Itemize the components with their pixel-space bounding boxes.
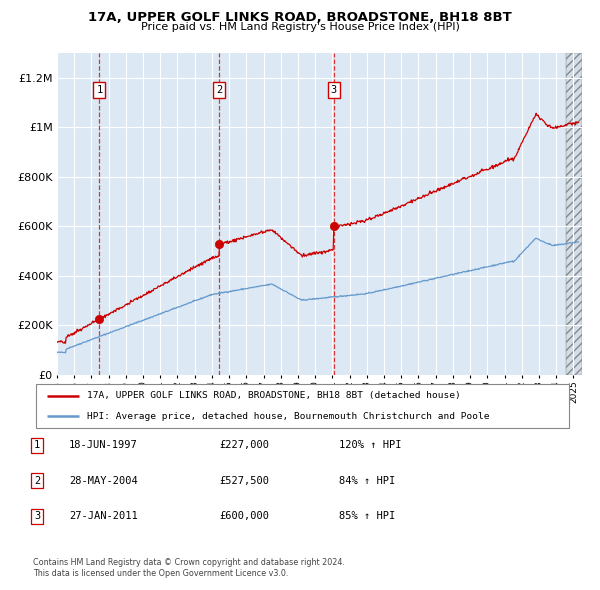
- Text: 27-JAN-2011: 27-JAN-2011: [69, 512, 138, 521]
- Text: 3: 3: [331, 85, 337, 95]
- Text: 84% ↑ HPI: 84% ↑ HPI: [339, 476, 395, 486]
- Text: £227,000: £227,000: [219, 441, 269, 450]
- Text: 17A, UPPER GOLF LINKS ROAD, BROADSTONE, BH18 8BT (detached house): 17A, UPPER GOLF LINKS ROAD, BROADSTONE, …: [87, 391, 461, 400]
- Text: Price paid vs. HM Land Registry's House Price Index (HPI): Price paid vs. HM Land Registry's House …: [140, 22, 460, 32]
- Text: 85% ↑ HPI: 85% ↑ HPI: [339, 512, 395, 521]
- Text: This data is licensed under the Open Government Licence v3.0.: This data is licensed under the Open Gov…: [33, 569, 289, 578]
- Text: 2: 2: [216, 85, 222, 95]
- Text: 2: 2: [34, 476, 40, 486]
- Text: £527,500: £527,500: [219, 476, 269, 486]
- Text: Contains HM Land Registry data © Crown copyright and database right 2024.: Contains HM Land Registry data © Crown c…: [33, 558, 345, 566]
- FancyBboxPatch shape: [36, 384, 569, 428]
- Text: £600,000: £600,000: [219, 512, 269, 521]
- Text: 28-MAY-2004: 28-MAY-2004: [69, 476, 138, 486]
- Text: 3: 3: [34, 512, 40, 521]
- Text: 17A, UPPER GOLF LINKS ROAD, BROADSTONE, BH18 8BT: 17A, UPPER GOLF LINKS ROAD, BROADSTONE, …: [88, 11, 512, 24]
- Text: 1: 1: [96, 85, 103, 95]
- Text: HPI: Average price, detached house, Bournemouth Christchurch and Poole: HPI: Average price, detached house, Bour…: [87, 412, 490, 421]
- Text: 120% ↑ HPI: 120% ↑ HPI: [339, 441, 401, 450]
- Bar: [566, 53, 582, 375]
- Bar: [566, 53, 582, 375]
- Text: 1: 1: [34, 441, 40, 450]
- Text: 18-JUN-1997: 18-JUN-1997: [69, 441, 138, 450]
